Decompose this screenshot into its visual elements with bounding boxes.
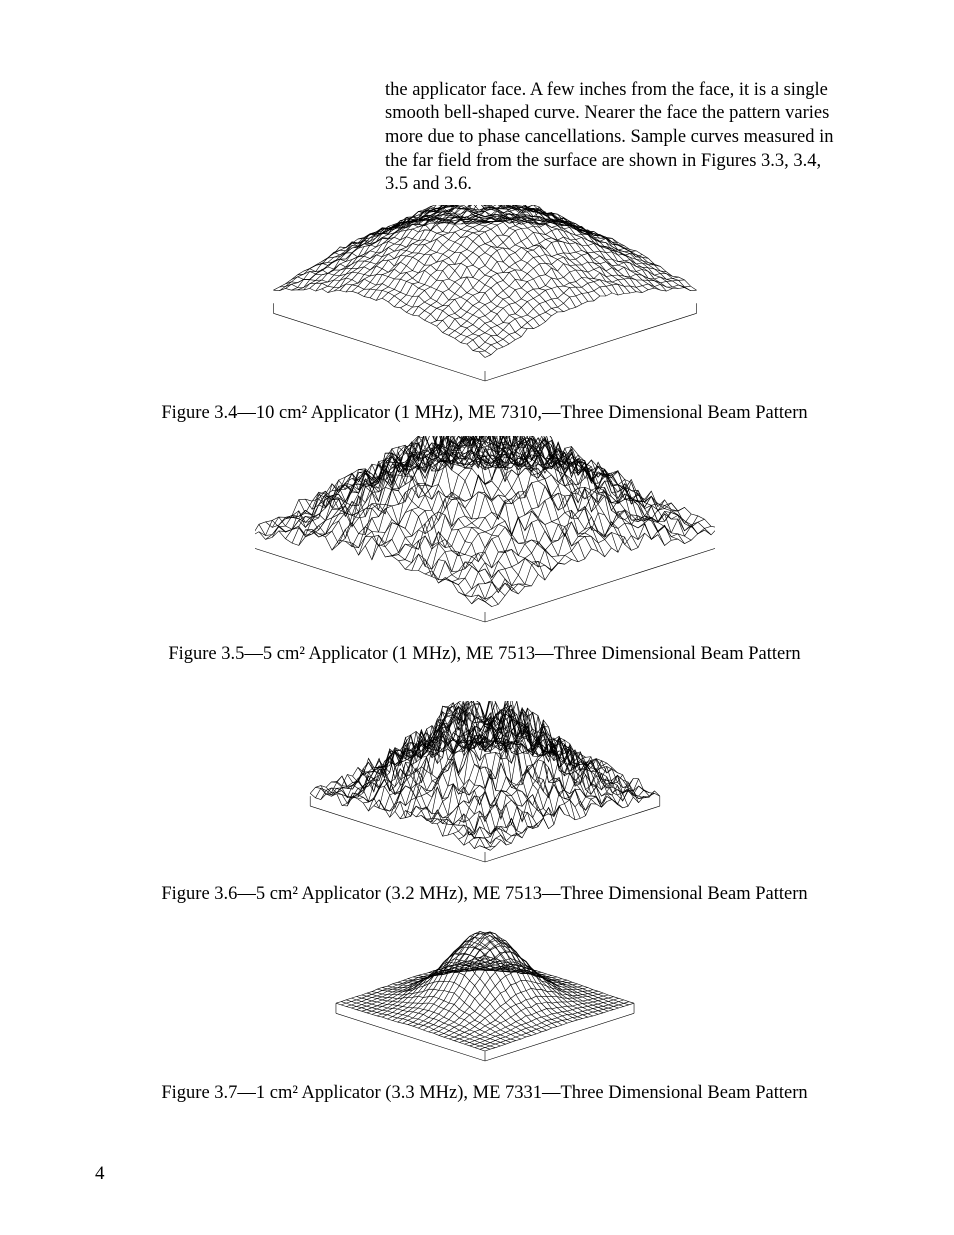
figure-3-5-block: Figure 3.5—5 cm² Applicator (1 MHz), ME …: [95, 436, 874, 665]
figure-3-6-caption: Figure 3.6—5 cm² Applicator (3.2 MHz), M…: [95, 884, 874, 905]
figure-3-4-plot: [255, 205, 715, 395]
figure-3-6-plot: [285, 701, 685, 876]
figure-3-5-caption: Figure 3.5—5 cm² Applicator (1 MHz), ME …: [95, 644, 874, 665]
figure-3-7-block: Figure 3.7—1 cm² Applicator (3.3 MHz), M…: [95, 925, 874, 1104]
figure-3-4-block: Figure 3.4—10 cm² Applicator (1 MHz), ME…: [95, 205, 874, 424]
intro-paragraph: the applicator face. A few inches from t…: [385, 79, 844, 197]
document-page: the applicator face. A few inches from t…: [0, 0, 954, 1235]
figure-3-5-plot: [255, 436, 715, 636]
figure-3-4-caption: Figure 3.4—10 cm² Applicator (1 MHz), ME…: [95, 403, 874, 424]
page-number: 4: [95, 1163, 105, 1185]
figure-3-7-caption: Figure 3.7—1 cm² Applicator (3.3 MHz), M…: [95, 1083, 874, 1104]
figure-3-7-plot: [305, 925, 665, 1075]
figure-3-6-block: Figure 3.6—5 cm² Applicator (3.2 MHz), M…: [95, 701, 874, 905]
